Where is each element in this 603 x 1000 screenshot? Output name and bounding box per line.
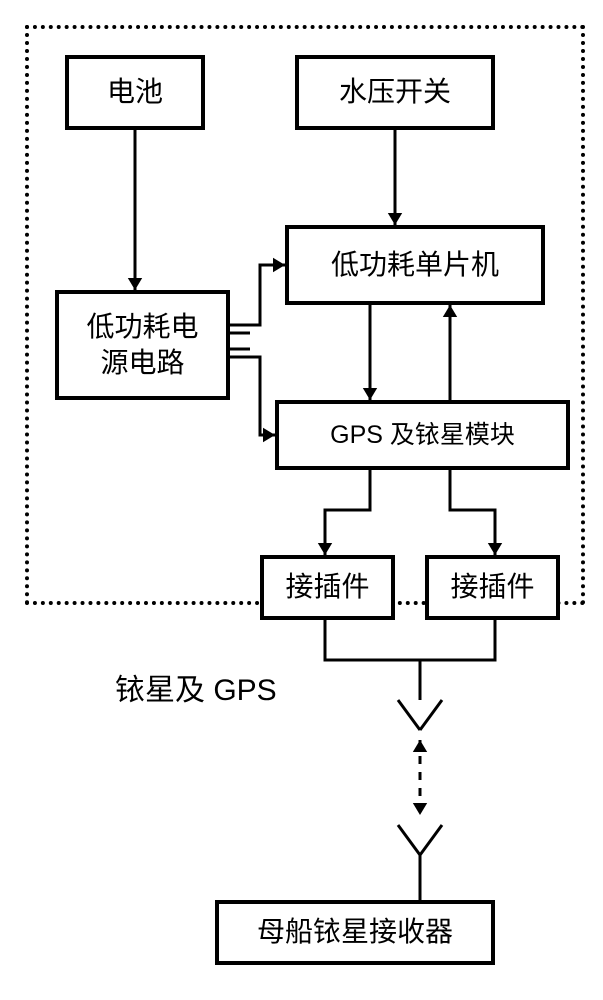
node-connector-1-label: 接插件 — [285, 569, 369, 605]
node-gps-iridium-label: GPS 及铱星模块 — [330, 419, 515, 452]
node-pressure-switch-label: 水压开关 — [339, 74, 451, 110]
node-connector-1: 接插件 — [260, 555, 395, 620]
node-pressure-switch: 水压开关 — [295, 55, 495, 130]
node-mcu: 低功耗单片机 — [285, 225, 545, 305]
node-receiver-label: 母船铱星接收器 — [257, 914, 453, 950]
node-connector-2: 接插件 — [425, 555, 560, 620]
node-battery: 电池 — [65, 55, 205, 130]
node-receiver: 母船铱星接收器 — [215, 900, 495, 965]
iridium-gps-label: 铱星及 GPS — [115, 665, 277, 709]
iridium-gps-label-text: 铱星及 GPS — [115, 674, 277, 707]
node-battery-label: 电池 — [107, 74, 163, 110]
diagram-canvas: 电池 水压开关 低功耗单片机 低功耗电 源电路 GPS 及铱星模块 接插件 接插… — [0, 0, 603, 1000]
node-gps-iridium: GPS 及铱星模块 — [275, 400, 570, 470]
node-connector-2-label: 接插件 — [450, 569, 534, 605]
node-power-circuit-label: 低功耗电 源电路 — [86, 309, 198, 382]
node-mcu-label: 低功耗单片机 — [331, 247, 499, 283]
node-power-circuit: 低功耗电 源电路 — [55, 290, 230, 400]
